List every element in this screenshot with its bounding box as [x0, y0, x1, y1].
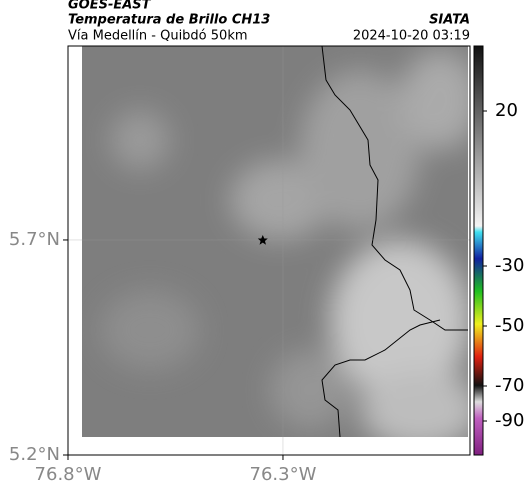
- x-tick-label: 76.8°W: [35, 464, 102, 485]
- colorbar-tick-label: 20: [495, 100, 518, 121]
- datetime: 2024-10-20 03:19: [353, 29, 470, 44]
- colorbar: [473, 45, 484, 456]
- y-tick-label: 5.2°N: [9, 444, 60, 465]
- source: SIATA: [429, 13, 470, 28]
- satellite-image: [82, 46, 468, 437]
- header: GOES-EAST Temperatura de Brillo CH13 Vía…: [68, 0, 470, 44]
- location-marker: [257, 234, 268, 245]
- route: Vía Medellín - Quibdó 50km: [68, 29, 248, 44]
- colorbar-ticks: 20 -30 -50 -70 -90: [483, 100, 524, 431]
- title: GOES-EAST: [68, 0, 152, 13]
- colorbar-tick-label: -70: [495, 375, 524, 396]
- y-tick-label: 5.7°N: [9, 229, 60, 250]
- border: [321, 46, 468, 437]
- subtitle: Temperatura de Brillo CH13: [68, 13, 270, 28]
- colorbar-tick-label: -90: [495, 410, 524, 431]
- x-tick-label: 76.3°W: [250, 464, 317, 485]
- colorbar-tick-label: -50: [495, 315, 524, 336]
- colorbar-tick-label: -30: [495, 255, 524, 276]
- map-frame: [67, 45, 471, 456]
